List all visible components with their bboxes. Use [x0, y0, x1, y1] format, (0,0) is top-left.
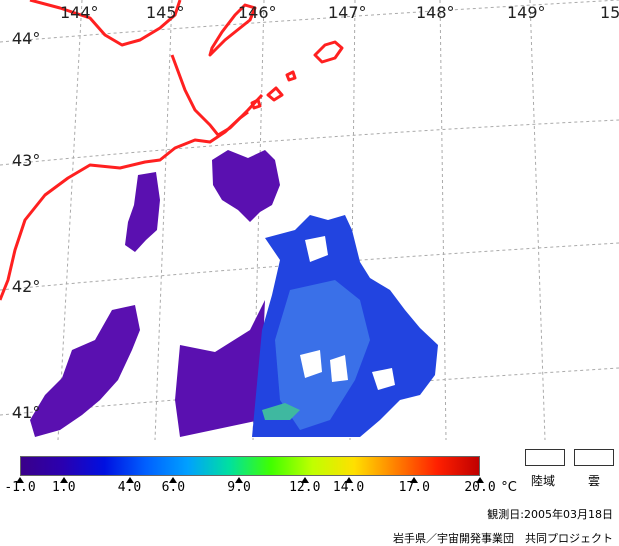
- cloud-legend-box: [574, 449, 614, 466]
- parallel-44: [0, 0, 619, 43]
- project-credit: 岩手県／宇宙開発事業団 共同プロジェクト: [393, 532, 613, 545]
- parallel-42: [0, 242, 619, 291]
- lon-label-144: 144°: [60, 3, 99, 22]
- colorbar-tick-label: 6.0: [161, 480, 186, 495]
- meridian-144: [57, 0, 83, 440]
- colorbar-tick: [169, 477, 178, 483]
- observation-date: 観測日:2005年03月18日: [487, 508, 613, 521]
- lat-label-42: 42°: [12, 277, 40, 296]
- colorbar-tick: [125, 477, 134, 483]
- land-legend-box: [525, 449, 565, 466]
- colorbar-tick-label: 20.0: [464, 480, 496, 495]
- lon-label-148: 148°: [416, 3, 455, 22]
- coastline-east: [0, 110, 249, 301]
- sst-patch-south-mid: [175, 300, 265, 437]
- colorbar-tick: [344, 477, 353, 483]
- colorbar-tick-label: 17.0: [398, 480, 430, 495]
- lat-label-41: 41°: [12, 403, 40, 422]
- colorbar-tick: [410, 477, 419, 483]
- lon-label-150: 15: [600, 3, 619, 22]
- lon-label-146: 146°: [238, 3, 277, 22]
- colorbar-tick: [59, 477, 68, 483]
- lon-label-147: 147°: [328, 3, 367, 22]
- coastline-hokkaido: [29, 0, 182, 47]
- coastline-islet-3: [250, 98, 262, 110]
- lon-label-149: 149°: [507, 3, 546, 22]
- coastline-islet-2: [285, 70, 297, 82]
- lat-label-43: 43°: [12, 151, 40, 170]
- cloud-hole-1: [300, 350, 322, 378]
- coastline-kunashiri: [208, 3, 257, 57]
- colorbar-tick-label: -1.0: [4, 480, 36, 495]
- sst-patch-nemuro-bay: [125, 172, 160, 252]
- sst-patch-east-mid: [275, 280, 370, 430]
- coastline-iturup-fragment: [313, 40, 344, 64]
- cloud-legend-label: 雲: [588, 474, 601, 488]
- colorbar-tick: [476, 477, 484, 483]
- coastline-shiretoko-peninsula: [170, 54, 264, 137]
- sst-map: 144° 145° 146° 147° 148° 149° 15 44° 43°…: [0, 0, 619, 440]
- land-legend-label: 陸域: [531, 474, 556, 488]
- lon-label-145: 145°: [146, 3, 185, 22]
- cloud-hole-2: [330, 355, 348, 382]
- colorbar-tick-label: 12.0: [289, 480, 321, 495]
- cloud-holes: [300, 236, 395, 390]
- lat-label-44: 44°: [12, 29, 40, 48]
- sst-patches: [30, 150, 438, 437]
- colorbar-tick: [235, 477, 244, 483]
- sst-patch-southwest: [30, 305, 140, 437]
- parallel-43: [0, 119, 619, 166]
- colorbar-tick-label: 4.0: [117, 480, 142, 495]
- meridian-149: [529, 0, 546, 440]
- colorbar-tick: [300, 477, 309, 483]
- sst-patch-north-center: [212, 150, 280, 222]
- colorbar-tick-label: 1.0: [52, 480, 76, 495]
- coastline: [0, 0, 344, 301]
- colorbar-tick-label: 9.0: [227, 480, 251, 495]
- colorbar-tick: [16, 477, 24, 483]
- meridian-145: [154, 0, 173, 440]
- cloud-hole-3: [372, 368, 395, 390]
- meridian-148: [439, 0, 447, 440]
- colorbar-unit: °C: [501, 480, 517, 495]
- cloud-hole-4: [305, 236, 328, 262]
- colorbar-tick-label: 14.0: [332, 480, 365, 495]
- coastline-islet-1: [266, 86, 284, 102]
- temperature-colorbar: [20, 456, 480, 476]
- sst-patch-warm-trace: [262, 403, 300, 420]
